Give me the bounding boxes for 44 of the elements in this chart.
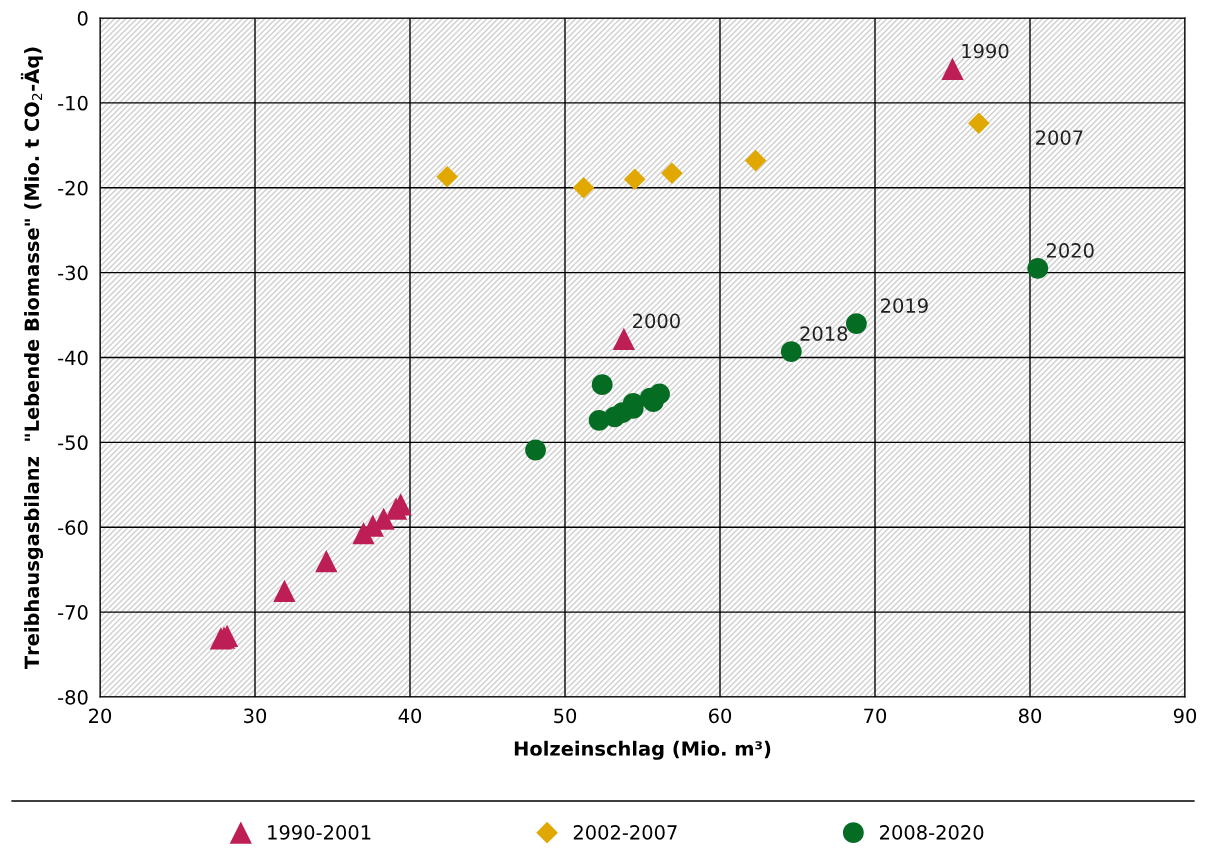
x-tick-label: 60 bbox=[708, 708, 732, 724]
point bbox=[436, 165, 458, 188]
point bbox=[780, 341, 802, 362]
annotation: 2018 bbox=[800, 326, 848, 341]
point bbox=[612, 327, 636, 350]
x-tick-label: 50 bbox=[554, 708, 577, 724]
annotation: 2000 bbox=[633, 313, 680, 329]
point bbox=[591, 374, 613, 396]
x-axis-title: Holzeinschlag (Mio. m³) bbox=[514, 740, 771, 760]
x-tick-label: 20 bbox=[89, 708, 112, 724]
legend-label: 2002-2007 bbox=[573, 825, 677, 840]
y-tick-label: -20 bbox=[58, 180, 88, 196]
annotation: 2007 bbox=[1036, 130, 1083, 145]
point bbox=[649, 383, 670, 405]
x-tick-label: 80 bbox=[1018, 708, 1042, 724]
x-tick-label: 40 bbox=[398, 708, 422, 724]
y-tick-label: 0 bbox=[77, 10, 88, 26]
point bbox=[1027, 257, 1049, 279]
annotation: 2020 bbox=[1046, 243, 1094, 258]
legend-label: 2008-2020 bbox=[880, 825, 984, 840]
y-axis-title: Treibhausgasbilanz "Lebende Biomasse" (Mio. t CO$_{2}$-Äq) bbox=[20, 47, 44, 670]
y-tick-label: -30 bbox=[58, 265, 88, 281]
annotation: 1990 bbox=[962, 43, 1009, 59]
x-tick-label: 70 bbox=[864, 708, 887, 724]
point bbox=[273, 579, 296, 603]
point bbox=[661, 162, 683, 185]
y-tick-label: -50 bbox=[58, 435, 88, 451]
y-tick-label: -40 bbox=[58, 350, 88, 366]
legend-label: 1990-2001 bbox=[268, 825, 371, 840]
point bbox=[572, 176, 595, 199]
y-tick-label: -60 bbox=[58, 520, 88, 535]
point bbox=[968, 112, 990, 135]
point bbox=[315, 550, 338, 573]
y-tick-label: -70 bbox=[58, 605, 88, 620]
point bbox=[744, 149, 767, 172]
annotation: 2019 bbox=[881, 298, 928, 313]
point bbox=[941, 57, 964, 81]
x-tick-label: 90 bbox=[1173, 708, 1197, 724]
point bbox=[525, 439, 546, 461]
y-tick-label: -10 bbox=[58, 95, 88, 111]
y-tick-label: -80 bbox=[58, 689, 88, 705]
point bbox=[623, 168, 646, 191]
point bbox=[845, 313, 867, 334]
x-tick-label: 30 bbox=[244, 708, 267, 724]
